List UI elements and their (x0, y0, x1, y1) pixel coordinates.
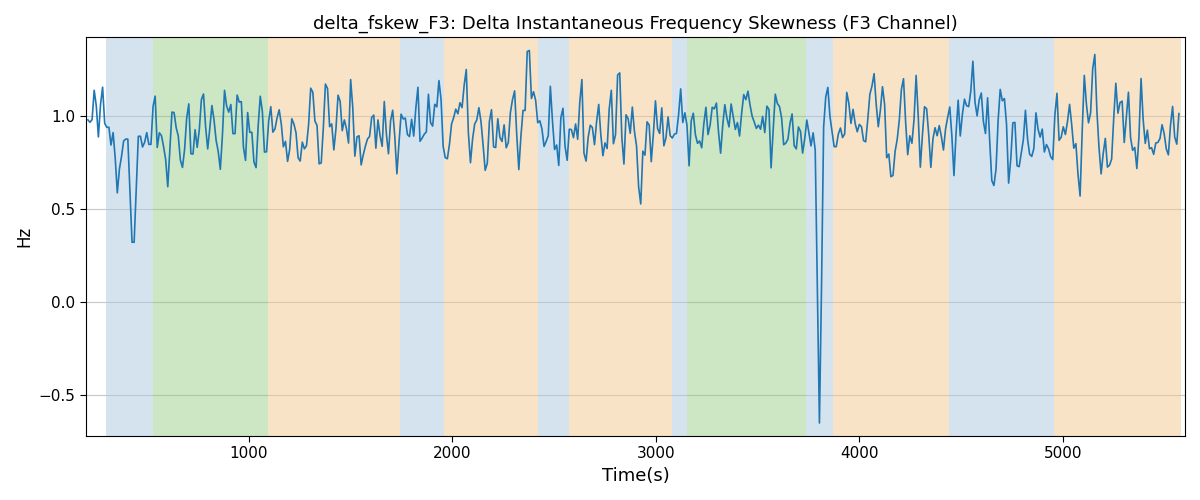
Bar (949, 38, 1054, 436)
Bar (569, 38, 672, 436)
Bar (444, 38, 538, 436)
Bar (672, 38, 688, 436)
Bar (107, 38, 154, 436)
Bar (833, 38, 949, 436)
Title: delta_fskew_F3: Delta Instantaneous Frequency Skewness (F3 Channel): delta_fskew_F3: Delta Instantaneous Freq… (313, 15, 958, 34)
Y-axis label: Hz: Hz (14, 226, 32, 248)
Bar (268, 38, 401, 436)
Bar (154, 38, 268, 436)
Bar (1054, 38, 1181, 436)
Bar (401, 38, 444, 436)
Bar (688, 38, 806, 436)
Bar (806, 38, 833, 436)
Bar (538, 38, 569, 436)
X-axis label: Time(s): Time(s) (601, 467, 670, 485)
